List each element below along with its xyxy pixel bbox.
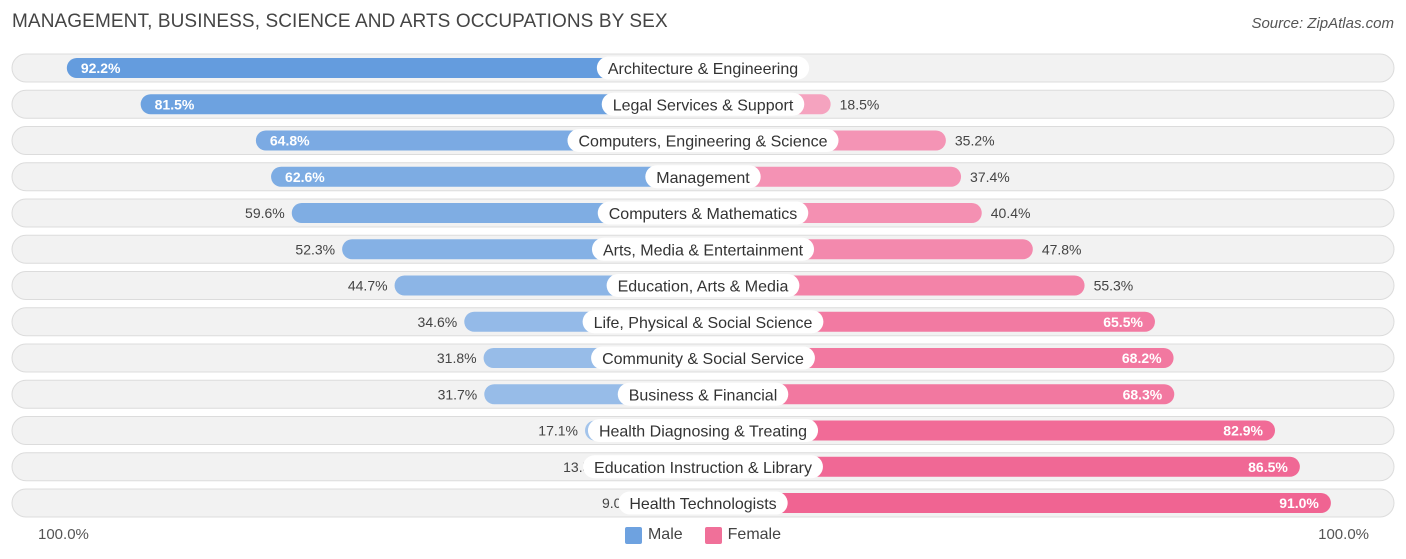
male-value-label: 34.6% bbox=[418, 314, 458, 330]
female-value-label: 86.5% bbox=[1248, 459, 1288, 475]
bar-row: 92.2%7.8%Architecture & Engineering bbox=[11, 53, 1395, 83]
category-pill bbox=[591, 346, 815, 370]
bar-row: 62.6% 37.4% Management bbox=[11, 162, 1395, 192]
category-pill bbox=[606, 274, 800, 297]
category-pill bbox=[617, 382, 789, 406]
category-label: Health Diagnosing & Treating bbox=[599, 424, 807, 441]
male-value-label: 62.6% bbox=[285, 169, 325, 185]
female-value-label: 68.2% bbox=[1122, 350, 1162, 366]
legend-label-female: Female bbox=[727, 526, 782, 543]
bar-row: 31.7% 68.3% Business & Financial bbox=[11, 379, 1395, 409]
category-pill bbox=[567, 129, 839, 152]
category-label: Life, Physical & Social Science bbox=[594, 315, 813, 332]
female-value-label: 47.8% bbox=[1042, 241, 1082, 257]
category-label: Education Instruction & Library bbox=[594, 460, 812, 477]
male-value-label: 31.7% bbox=[438, 386, 478, 402]
female-value-label: 68.3% bbox=[1123, 386, 1163, 402]
category-label: Community & Social Service bbox=[602, 351, 804, 368]
male-bar bbox=[271, 166, 703, 187]
bar-row: 44.7% 55.3% Education, Arts & Media bbox=[11, 271, 1395, 300]
category-pill bbox=[597, 201, 809, 225]
female-value-label: 37.4% bbox=[970, 169, 1010, 185]
bar-row: 17.1% 82.9% Health Diagnosing & Treating bbox=[11, 416, 1395, 445]
bar-row: 34.6% 65.5% Life, Physical & Social Scienc… bbox=[11, 307, 1395, 337]
category-label: Arts, Media & Entertainment bbox=[603, 242, 804, 259]
category-pill bbox=[582, 310, 824, 334]
female-bar bbox=[703, 275, 1085, 296]
bar-row: 64.8% 35.2% Computers, Engineering & Scien… bbox=[11, 126, 1395, 155]
female-bar bbox=[703, 420, 1276, 441]
female-value-label: 40.4% bbox=[991, 205, 1031, 221]
female-bar bbox=[703, 166, 962, 187]
female-bar bbox=[703, 348, 1174, 368]
chart-title: MANAGEMENT, BUSINESS, SCIENCE AND ARTS O… bbox=[12, 11, 668, 32]
female-value-label: 55.3% bbox=[1094, 278, 1134, 294]
category-label: Management bbox=[656, 170, 750, 187]
category-pill bbox=[645, 165, 761, 189]
category-label: Computers, Engineering & Science bbox=[578, 134, 827, 151]
male-bar bbox=[66, 58, 703, 78]
male-value-label: 17.1% bbox=[538, 423, 578, 439]
female-value-label: 18.5% bbox=[840, 96, 880, 112]
female-bar bbox=[703, 493, 1331, 513]
axis-label-left: 100.0% bbox=[38, 526, 89, 543]
category-pill bbox=[583, 455, 823, 479]
female-value-label: 82.9% bbox=[1223, 423, 1263, 439]
source-label: Source: ZipAtlas.com bbox=[1251, 15, 1394, 32]
male-bar bbox=[140, 94, 703, 115]
category-pill bbox=[601, 92, 805, 116]
legend: Male Female bbox=[0, 523, 1406, 547]
category-label: Education, Arts & Media bbox=[618, 279, 789, 296]
male-value-label: 92.2% bbox=[81, 60, 121, 76]
axis-label-right: 100.0% bbox=[1318, 526, 1369, 543]
category-label: Business & Financial bbox=[629, 387, 778, 404]
male-value-label: 52.3% bbox=[295, 241, 335, 257]
male-value-label: 59.6% bbox=[245, 205, 285, 221]
bar-row: 31.8% 68.2% Community & Social Service bbox=[11, 343, 1395, 373]
female-value-label: 65.5% bbox=[1103, 314, 1143, 330]
female-value-label: 91.0% bbox=[1279, 495, 1319, 511]
legend-swatch-male bbox=[624, 526, 642, 544]
bar-row: 9.0% 91.0%Health Technologists bbox=[11, 488, 1395, 518]
legend-swatch-female bbox=[704, 526, 722, 544]
category-pill bbox=[587, 419, 819, 442]
female-bar bbox=[703, 384, 1175, 405]
category-pill bbox=[618, 491, 788, 515]
bar-row: 81.5% 18.5% Legal Services & Support bbox=[11, 89, 1395, 119]
category-pill bbox=[596, 56, 810, 80]
category-label: Legal Services & Support bbox=[613, 97, 794, 114]
female-bar bbox=[703, 456, 1300, 477]
legend-label-male: Male bbox=[647, 526, 683, 543]
category-label: Computers & Mathematics bbox=[609, 206, 798, 223]
male-value-label: 31.8% bbox=[437, 350, 477, 366]
bar-row: 59.6% 40.4% Computers & Mathematics bbox=[11, 198, 1395, 228]
chart-svg: 92.2%7.8%Architecture & Engineering 81.5%… bbox=[11, 53, 1395, 518]
category-label: Architecture & Engineering bbox=[608, 61, 798, 78]
male-value-label: 64.8% bbox=[270, 133, 310, 149]
legend-item-male: Male bbox=[624, 526, 683, 544]
male-value-label: 81.5% bbox=[155, 96, 195, 112]
category-label: Health Technologists bbox=[629, 496, 776, 513]
bar-row: 52.3% 47.8% Arts, Media & Entertainment bbox=[11, 234, 1395, 264]
category-pill bbox=[591, 237, 815, 261]
male-value-label: 44.7% bbox=[348, 278, 388, 294]
bar-row: 13.5% 86.5%Education Instruction & Librar… bbox=[11, 452, 1395, 482]
female-value-label: 35.2% bbox=[955, 133, 995, 149]
legend-item-female: Female bbox=[704, 526, 782, 544]
